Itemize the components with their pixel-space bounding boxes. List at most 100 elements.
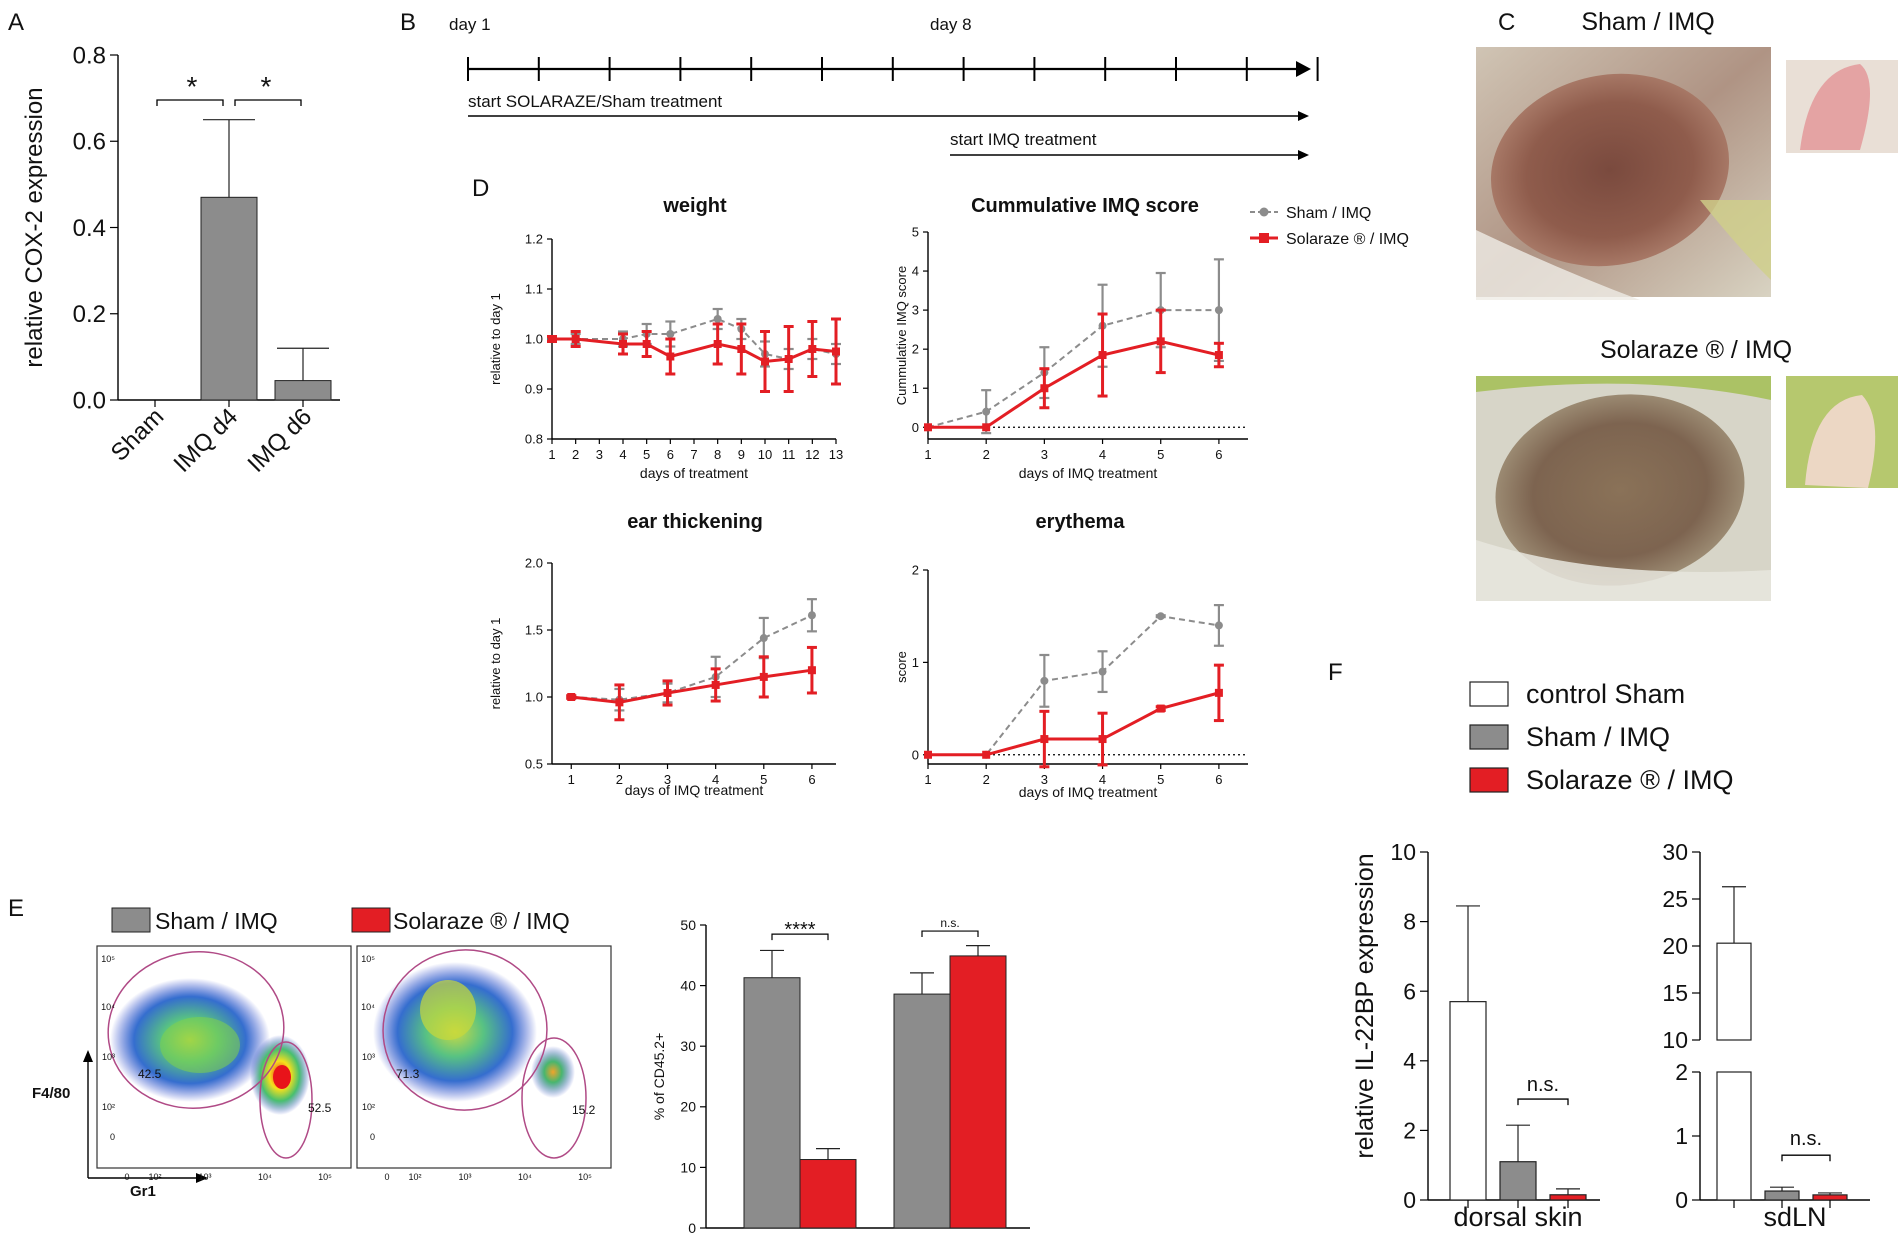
- flow-y-tick-label: 0: [110, 1132, 115, 1142]
- y-tick-label: 10: [1662, 1027, 1688, 1053]
- flow-x-tick-label: 10⁴: [518, 1172, 532, 1182]
- x-tick-label: 2: [983, 447, 990, 462]
- bar: [1449, 1001, 1487, 1201]
- panel-letter-b: B: [400, 9, 416, 36]
- y-tick-label: 15: [1662, 980, 1688, 1006]
- timeline-day8-label: day 8: [930, 15, 972, 34]
- x-tick-label: 2: [572, 447, 579, 462]
- legend-f-solaraze-label: Solaraze ® / IMQ: [1526, 765, 1733, 795]
- legend-e-sham-swatch: [111, 907, 151, 933]
- data-point: [737, 345, 746, 353]
- y-tick-label: 1: [912, 381, 919, 396]
- chart-title: erythema: [1036, 511, 1126, 533]
- data-point: [1098, 667, 1107, 676]
- data-point: [784, 355, 793, 363]
- x-axis-title: days of IMQ treatment: [625, 782, 764, 798]
- data-point: [666, 330, 675, 338]
- data-point: [642, 340, 651, 348]
- x-tick-label: 3: [596, 447, 603, 462]
- flow-y-axis-label: F4/80: [32, 1085, 70, 1102]
- y-tick-label: 40: [680, 978, 696, 994]
- timeline-solaraze-start-label: start SOLARAZE/Sham treatment: [468, 92, 722, 111]
- photo-sham-ear: [1786, 60, 1898, 153]
- x-tick-label: 4: [712, 772, 719, 787]
- y-tick-label: 2: [1675, 1059, 1688, 1085]
- chart-d-weight: 0.80.91.01.11.21 2 3 4 5 6 7 8 9 10 11 12 13weightda…: [488, 195, 843, 481]
- x-tick-label: macrophages: [908, 1237, 993, 1240]
- data-point: [1040, 676, 1049, 685]
- series-line: [571, 668, 813, 704]
- x-tick-label: 5: [1157, 772, 1164, 787]
- y-tick-label: 30: [1662, 839, 1688, 865]
- legend-f-sham-swatch: [1469, 724, 1509, 750]
- significance-bracket: [1781, 1154, 1831, 1162]
- chart-a-cox2: 0.0 0.2 0.4 0.6 0.8 Sham IMQ d4 IMQ d6 * * relativ…: [21, 42, 340, 478]
- flow-solaraze-neutrophil-pct: 15.2: [572, 1103, 596, 1117]
- chart-f-dorsal-skin: 0 2 4 6 8 10 n.s. dorsal skin relative IL-22BP e…: [1351, 839, 1600, 1232]
- significance-label: n.s.: [1527, 1074, 1559, 1096]
- significance-bracket: [156, 99, 224, 106]
- y-tick-label: 1.5: [525, 623, 543, 638]
- y-tick-label: 2: [1403, 1117, 1416, 1143]
- y-tick-label: 6: [1403, 978, 1416, 1004]
- y-axis-title: relative COX-2 expression: [21, 87, 48, 367]
- legend-e-solaraze-label: Solaraze ® / IMQ: [393, 908, 570, 934]
- data-point: [713, 340, 722, 348]
- data-point: [982, 407, 991, 416]
- significance-bracket: [234, 99, 302, 106]
- data-point: [615, 698, 624, 707]
- x-tick-label: 9: [738, 447, 745, 462]
- legend-e-sham-label: Sham / IMQ: [155, 908, 278, 934]
- bar: [1499, 1161, 1537, 1201]
- data-point: [759, 634, 768, 643]
- flow-y-tick-label: 10²: [362, 1102, 375, 1112]
- x-tick-label: 4: [619, 447, 626, 462]
- timeline-solaraze-arrowhead: [1298, 111, 1309, 121]
- y-axis-title: relative to day 1: [488, 618, 503, 710]
- x-axis-title: days of treatment: [640, 465, 748, 481]
- flow-x-tick-label: 10³: [458, 1172, 471, 1182]
- legend-f-control-swatch: [1469, 681, 1509, 707]
- x-tick-label: 6: [1215, 447, 1222, 462]
- y-tick-label: 0: [912, 747, 919, 762]
- x-tick-label: 11: [782, 447, 796, 462]
- legend-f-sham-label: Sham / IMQ: [1526, 722, 1670, 752]
- y-tick-label: 1.0: [525, 690, 543, 705]
- data-point: [1214, 351, 1223, 360]
- photo-top-label: Sham / IMQ: [1581, 8, 1714, 36]
- panel-letter-f: F: [1328, 659, 1343, 686]
- y-tick-label: 2: [912, 563, 919, 578]
- chart-title: weight: [662, 195, 727, 217]
- y-tick-label: 20: [1662, 933, 1688, 959]
- x-tick-label: 7: [690, 447, 697, 462]
- bar: [274, 380, 332, 401]
- series-line: [571, 614, 813, 701]
- y-tick-label: 5: [912, 225, 919, 240]
- timeline-panel: day 1 day 8 start SOLARAZE/Sham treatmen…: [449, 15, 1319, 160]
- x-tick-label: 1: [924, 447, 931, 462]
- photo-sham-back: [1476, 47, 1771, 300]
- y-tick-label: 0: [1675, 1187, 1688, 1213]
- flow-solaraze-macrophage-pct: 71.3: [396, 1067, 420, 1081]
- data-point: [571, 335, 580, 343]
- legend-f-control-label: control Sham: [1526, 679, 1685, 709]
- panel-letter-e: E: [8, 895, 24, 922]
- x-tick-label: 6: [667, 447, 674, 462]
- timeline-ticks: [467, 57, 1319, 81]
- data-point: [1156, 337, 1165, 346]
- x-tick-label: 2: [616, 772, 623, 787]
- significance-bracket: [1517, 1098, 1569, 1106]
- y-tick-label: 10: [680, 1159, 696, 1175]
- bar: [893, 993, 951, 1229]
- data-point: [711, 680, 720, 689]
- x-axis-title: days of IMQ treatment: [1019, 465, 1158, 481]
- data-point: [832, 347, 840, 356]
- flow-y-tick-label: 10²: [102, 1102, 115, 1112]
- chart-e-cd45: 0 10 20 30 40 50 neutrophils macrophages **** n.s…: [651, 916, 1030, 1240]
- panel-letter-d: D: [472, 175, 489, 202]
- data-point: [1098, 351, 1107, 360]
- flow-cytometry: F4/80 Gr1 42.5 52.5 71.3 15.2 0 10² 10: [32, 945, 612, 1200]
- flow-y-tick-label: 10⁵: [101, 954, 115, 964]
- x-tick-label: 1: [924, 772, 931, 787]
